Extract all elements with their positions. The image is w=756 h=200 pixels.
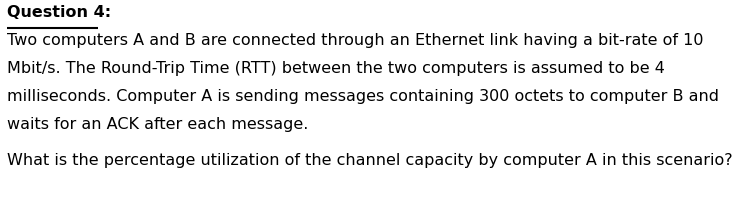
Text: Mbit/s. The Round-Trip Time (RTT) between the two computers is assumed to be 4: Mbit/s. The Round-Trip Time (RTT) betwee… <box>7 61 665 76</box>
Text: What is the percentage utilization of the channel capacity by computer A in this: What is the percentage utilization of th… <box>7 152 733 167</box>
Text: milliseconds. Computer A is sending messages containing 300 octets to computer B: milliseconds. Computer A is sending mess… <box>7 89 719 103</box>
Text: waits for an ACK after each message.: waits for an ACK after each message. <box>7 116 308 131</box>
Text: Two computers A and B are connected through an Ethernet link having a bit-rate o: Two computers A and B are connected thro… <box>7 33 704 48</box>
Text: Question 4:: Question 4: <box>7 5 111 20</box>
